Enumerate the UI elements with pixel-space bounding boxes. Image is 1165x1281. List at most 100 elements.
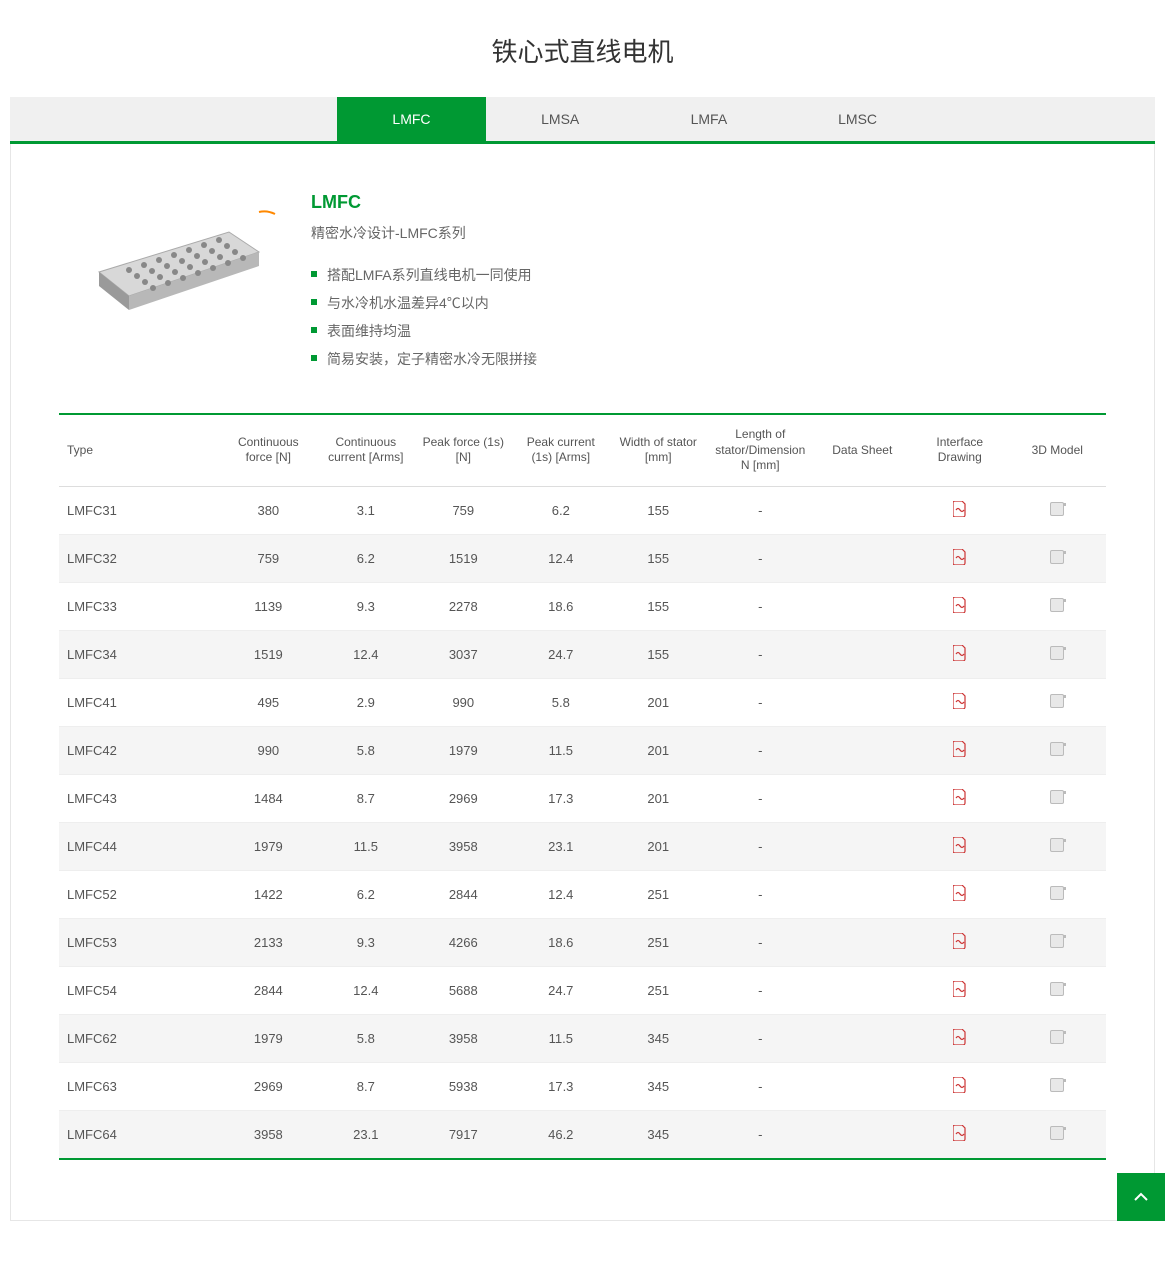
table-cell: - bbox=[707, 630, 814, 678]
table-cell bbox=[814, 678, 911, 726]
table-cell bbox=[814, 870, 911, 918]
table-cell: - bbox=[707, 774, 814, 822]
interface-drawing-link[interactable] bbox=[911, 774, 1008, 822]
table-cell: 2278 bbox=[415, 582, 512, 630]
3d-model-link[interactable] bbox=[1009, 1014, 1107, 1062]
tab-lmfa[interactable]: LMFA bbox=[635, 97, 784, 141]
3d-model-link[interactable] bbox=[1009, 678, 1107, 726]
product-image bbox=[59, 192, 279, 332]
doc-icon bbox=[1050, 1126, 1064, 1140]
interface-drawing-link[interactable] bbox=[911, 726, 1008, 774]
table-cell: - bbox=[707, 486, 814, 534]
table-cell: 4266 bbox=[415, 918, 512, 966]
table-row: LMFC34151912.4303724.7155- bbox=[59, 630, 1106, 678]
interface-drawing-link[interactable] bbox=[911, 486, 1008, 534]
table-cell: 759 bbox=[220, 534, 317, 582]
3d-model-link[interactable] bbox=[1009, 1110, 1107, 1159]
table-col-header: Peak current (1s) [Arms] bbox=[512, 414, 609, 486]
doc-icon bbox=[1050, 742, 1064, 756]
interface-drawing-link[interactable] bbox=[911, 534, 1008, 582]
table-cell: LMFC44 bbox=[59, 822, 220, 870]
table-row: LMFC313803.17596.2155- bbox=[59, 486, 1106, 534]
tab-lmsa[interactable]: LMSA bbox=[486, 97, 635, 141]
table-cell: 17.3 bbox=[512, 1062, 609, 1110]
table-cell: 11.5 bbox=[317, 822, 414, 870]
table-col-header: Type bbox=[59, 414, 220, 486]
3d-model-link[interactable] bbox=[1009, 1062, 1107, 1110]
interface-drawing-link[interactable] bbox=[911, 1110, 1008, 1159]
3d-model-link[interactable] bbox=[1009, 774, 1107, 822]
interface-drawing-link[interactable] bbox=[911, 966, 1008, 1014]
table-cell bbox=[814, 582, 911, 630]
tab-lmsc[interactable]: LMSC bbox=[783, 97, 932, 141]
content-panel: LMFC 精密水冷设计-LMFC系列 搭配LMFA系列直线电机一同使用与水冷机水… bbox=[10, 144, 1155, 1221]
tab-spacer bbox=[932, 97, 1155, 141]
3d-model-link[interactable] bbox=[1009, 486, 1107, 534]
scroll-top-button[interactable] bbox=[1117, 1173, 1165, 1221]
interface-drawing-link[interactable] bbox=[911, 630, 1008, 678]
table-header-row: TypeContinuous force [N]Continuous curre… bbox=[59, 414, 1106, 486]
3d-model-link[interactable] bbox=[1009, 918, 1107, 966]
intro-bullet: 表面维持均温 bbox=[311, 317, 1106, 345]
interface-drawing-link[interactable] bbox=[911, 678, 1008, 726]
interface-drawing-link[interactable] bbox=[911, 918, 1008, 966]
table-col-header: Continuous force [N] bbox=[220, 414, 317, 486]
3d-model-link[interactable] bbox=[1009, 582, 1107, 630]
table-cell: 2844 bbox=[220, 966, 317, 1014]
3d-model-link[interactable] bbox=[1009, 726, 1107, 774]
interface-drawing-link[interactable] bbox=[911, 1014, 1008, 1062]
table-col-header: Interface Drawing bbox=[911, 414, 1008, 486]
doc-icon bbox=[1050, 790, 1064, 804]
intro-bullet: 与水冷机水温差异4℃以内 bbox=[311, 289, 1106, 317]
table-cell: LMFC63 bbox=[59, 1062, 220, 1110]
table-cell: 6.2 bbox=[317, 534, 414, 582]
table-cell: 3.1 bbox=[317, 486, 414, 534]
table-cell: 8.7 bbox=[317, 1062, 414, 1110]
table-cell: 11.5 bbox=[512, 726, 609, 774]
table-cell: LMFC33 bbox=[59, 582, 220, 630]
tab-lmfc[interactable]: LMFC bbox=[337, 97, 486, 141]
table-cell: 46.2 bbox=[512, 1110, 609, 1159]
3d-model-link[interactable] bbox=[1009, 870, 1107, 918]
table-cell: 12.4 bbox=[317, 966, 414, 1014]
page-title: 铁心式直线电机 bbox=[0, 0, 1165, 97]
table-cell: 3958 bbox=[220, 1110, 317, 1159]
table-cell: 1979 bbox=[415, 726, 512, 774]
intro-subtitle: 精密水冷设计-LMFC系列 bbox=[311, 223, 1106, 243]
table-cell: 201 bbox=[610, 726, 707, 774]
interface-drawing-link[interactable] bbox=[911, 582, 1008, 630]
interface-drawing-link[interactable] bbox=[911, 870, 1008, 918]
table-cell bbox=[814, 534, 911, 582]
intro-bullet: 简易安装，定子精密水冷无限拼接 bbox=[311, 345, 1106, 373]
table-cell: 23.1 bbox=[512, 822, 609, 870]
intro-bullet: 搭配LMFA系列直线电机一同使用 bbox=[311, 261, 1106, 289]
table-cell: 5688 bbox=[415, 966, 512, 1014]
table-cell: - bbox=[707, 918, 814, 966]
table-row: LMFC64395823.1791746.2345- bbox=[59, 1110, 1106, 1159]
table-cell: - bbox=[707, 1062, 814, 1110]
3d-model-link[interactable] bbox=[1009, 822, 1107, 870]
table-cell bbox=[814, 726, 911, 774]
table-row: LMFC429905.8197911.5201- bbox=[59, 726, 1106, 774]
3d-model-link[interactable] bbox=[1009, 966, 1107, 1014]
table-cell: 2133 bbox=[220, 918, 317, 966]
table-cell: LMFC64 bbox=[59, 1110, 220, 1159]
3d-model-link[interactable] bbox=[1009, 630, 1107, 678]
interface-drawing-link[interactable] bbox=[911, 1062, 1008, 1110]
table-cell: - bbox=[707, 1110, 814, 1159]
3d-model-link[interactable] bbox=[1009, 534, 1107, 582]
table-cell: 251 bbox=[610, 870, 707, 918]
table-cell: - bbox=[707, 534, 814, 582]
table-cell: 6.2 bbox=[512, 486, 609, 534]
table-cell: - bbox=[707, 582, 814, 630]
table-row: LMFC3311399.3227818.6155- bbox=[59, 582, 1106, 630]
tab-spacer bbox=[10, 97, 337, 141]
table-cell: 2.9 bbox=[317, 678, 414, 726]
doc-icon bbox=[1050, 838, 1064, 852]
table-cell: 345 bbox=[610, 1110, 707, 1159]
table-cell: 9.3 bbox=[317, 918, 414, 966]
table-row: LMFC6219795.8395811.5345- bbox=[59, 1014, 1106, 1062]
interface-drawing-link[interactable] bbox=[911, 822, 1008, 870]
doc-icon bbox=[1050, 646, 1064, 660]
table-col-header: Length of stator/Dimension N [mm] bbox=[707, 414, 814, 486]
